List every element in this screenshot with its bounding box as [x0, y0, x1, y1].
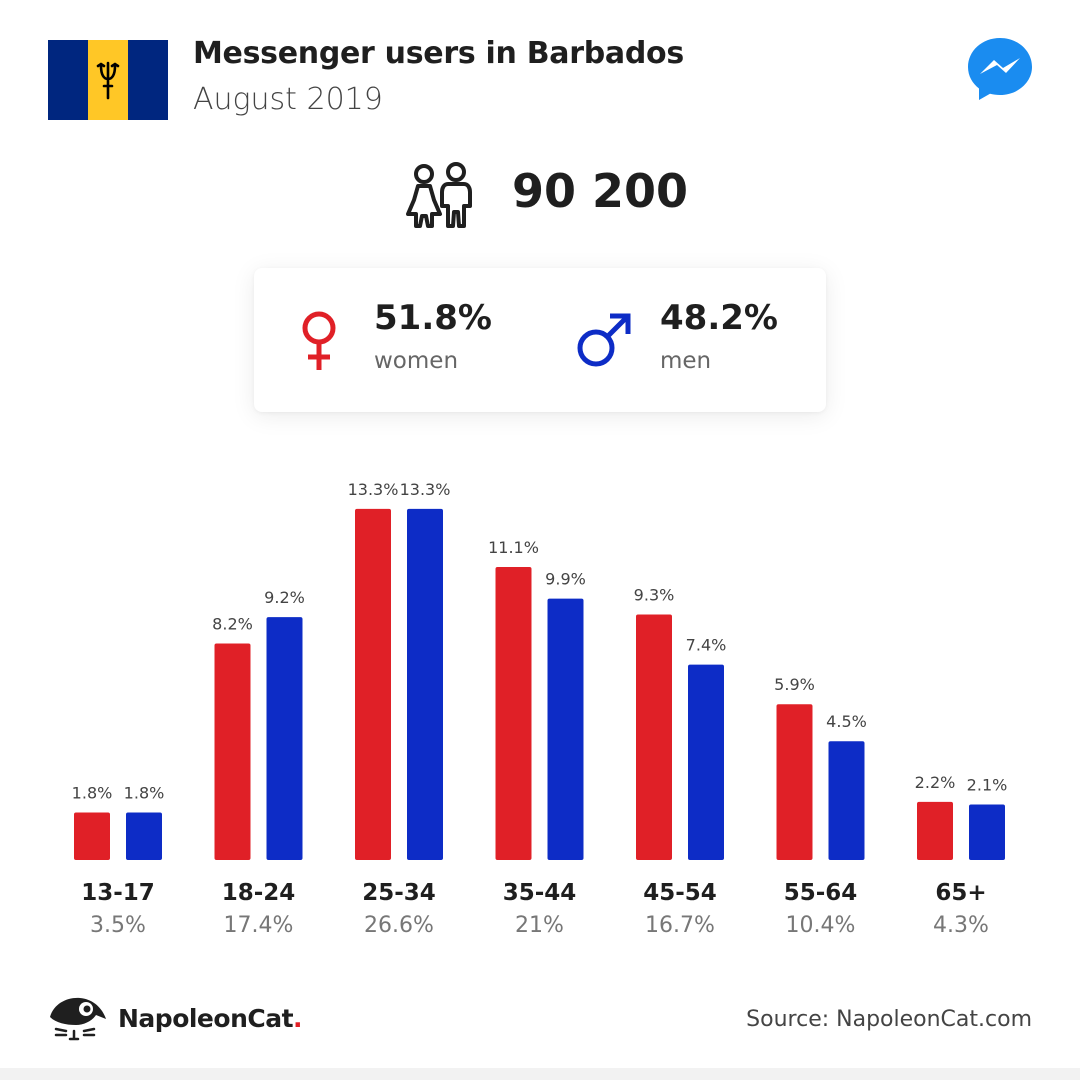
bar-25-34-women	[355, 508, 391, 860]
bar-value-label: 8.2%	[212, 615, 253, 634]
women-percent: 51.8%	[374, 298, 492, 338]
bottom-strip	[0, 1068, 1080, 1080]
age-group-label: 25-34	[362, 880, 436, 906]
barbados-flag-icon	[48, 40, 168, 120]
bar-value-label: 2.1%	[967, 776, 1008, 795]
age-group-label: 13-17	[81, 880, 155, 906]
age-group-total: 26.6%	[364, 913, 434, 938]
age-gender-bar-chart: 1.8% 1.8% 13-17 3.5% 8.2% 9.2% 18-24 17.4% 13.3%…	[72, 480, 1008, 938]
bar-45-54-women	[636, 614, 672, 860]
bar-18-24-women	[214, 643, 251, 860]
bar-55-64-women	[776, 704, 813, 860]
age-group-total: 3.5%	[90, 913, 146, 938]
bar-55-64-men	[828, 741, 865, 860]
bar-18-24-men	[266, 617, 303, 860]
women-label: women	[374, 348, 459, 374]
men-percent: 48.2%	[660, 298, 778, 338]
age-group-label: 65+	[935, 880, 986, 906]
page-title: Messenger users in Barbados	[193, 36, 684, 71]
bar-value-label: 9.2%	[264, 588, 305, 607]
bar-value-label: 9.9%	[545, 570, 586, 589]
people-icon	[406, 162, 472, 228]
page-subtitle: August 2019	[193, 82, 383, 117]
brand-dot: .	[293, 1004, 303, 1033]
age-group-total: 16.7%	[645, 913, 715, 938]
gender-card: 51.8% women 48.2% men	[254, 268, 826, 412]
bar-25-34-men	[407, 508, 443, 860]
age-group-label: 18-24	[222, 880, 296, 906]
brand-name: NapoleonCat.	[118, 1004, 303, 1033]
bar-value-label: 7.4%	[686, 636, 727, 655]
bar-45-54-men	[688, 664, 724, 860]
bar-value-label: 11.1%	[488, 538, 539, 557]
total-users: 90 200	[512, 164, 689, 218]
bar-value-label: 5.9%	[774, 675, 815, 694]
bar-65+-men	[969, 804, 1005, 860]
bar-13-17-women	[74, 812, 110, 860]
bar-35-44-men	[547, 598, 584, 860]
bar-value-label: 13.3%	[348, 480, 399, 499]
age-group-label: 35-44	[503, 880, 577, 906]
age-group-label: 45-54	[643, 880, 717, 906]
male-symbol-icon	[577, 313, 631, 367]
age-group-total: 10.4%	[786, 913, 856, 938]
age-group-total: 21%	[515, 913, 564, 938]
bar-value-label: 9.3%	[634, 585, 675, 604]
age-group-total: 17.4%	[224, 913, 294, 938]
messenger-icon	[968, 38, 1032, 100]
bar-value-label: 4.5%	[826, 712, 867, 731]
bar-35-44-women	[495, 566, 532, 860]
bar-13-17-men	[126, 812, 162, 860]
bar-value-label: 1.8%	[124, 783, 165, 802]
bar-value-label: 2.2%	[915, 773, 956, 792]
source-text: Source: NapoleonCat.com	[746, 1007, 1032, 1032]
brand-name-text: NapoleonCat	[118, 1004, 294, 1033]
female-symbol-icon	[302, 311, 336, 370]
bar-value-label: 13.3%	[400, 480, 451, 499]
bar-value-label: 1.8%	[72, 783, 113, 802]
age-group-total: 4.3%	[933, 913, 989, 938]
age-group-label: 55-64	[784, 880, 858, 906]
bar-65+-women	[917, 801, 953, 860]
men-label: men	[660, 348, 712, 374]
napoleoncat-logo-icon	[50, 997, 106, 1041]
